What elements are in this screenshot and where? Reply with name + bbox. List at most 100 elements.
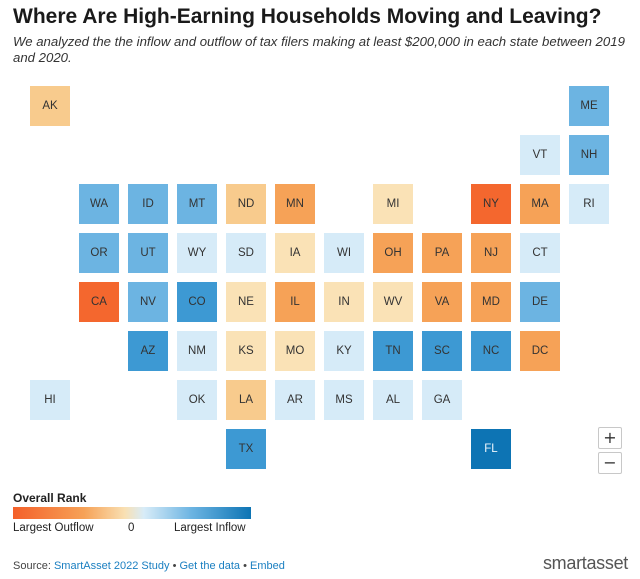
state-tile-ga[interactable]: GA xyxy=(422,380,462,420)
state-tile-la[interactable]: LA xyxy=(226,380,266,420)
state-label: PA xyxy=(434,247,450,259)
state-label: MA xyxy=(531,198,549,210)
state-label: DC xyxy=(531,345,549,357)
state-label: CA xyxy=(91,296,107,308)
state-label: MS xyxy=(335,394,353,406)
legend-color-scale xyxy=(13,507,251,519)
state-label: FL xyxy=(484,443,498,455)
state-label: VT xyxy=(532,149,548,161)
state-label: NM xyxy=(188,345,206,357)
state-tile-fl[interactable]: FL xyxy=(471,429,511,469)
footer: Source: SmartAsset 2022 Study • Get the … xyxy=(13,560,285,572)
state-tile-nm[interactable]: NM xyxy=(177,331,217,371)
embed-link[interactable]: Embed xyxy=(250,560,285,572)
state-tile-il[interactable]: IL xyxy=(275,282,315,322)
state-tile-nh[interactable]: NH xyxy=(569,135,609,175)
state-tile-md[interactable]: MD xyxy=(471,282,511,322)
page-subtitle: We analyzed the the inflow and outflow o… xyxy=(13,34,625,65)
state-tile-ct[interactable]: CT xyxy=(520,233,560,273)
state-label: KY xyxy=(336,345,352,357)
state-tile-ut[interactable]: UT xyxy=(128,233,168,273)
state-tile-or[interactable]: OR xyxy=(79,233,119,273)
state-tile-va[interactable]: VA xyxy=(422,282,462,322)
state-label: SC xyxy=(434,345,450,357)
state-label: TN xyxy=(385,345,401,357)
state-tile-nc[interactable]: NC xyxy=(471,331,511,371)
state-tile-mn[interactable]: MN xyxy=(275,184,315,224)
state-tile-dc[interactable]: DC xyxy=(520,331,560,371)
state-tile-in[interactable]: IN xyxy=(324,282,364,322)
get-the-data-link[interactable]: Get the data xyxy=(179,560,241,572)
state-tile-nj[interactable]: NJ xyxy=(471,233,511,273)
state-label: DE xyxy=(532,296,548,308)
state-tile-pa[interactable]: PA xyxy=(422,233,462,273)
state-tile-me[interactable]: ME xyxy=(569,86,609,126)
state-tile-wy[interactable]: WY xyxy=(177,233,217,273)
state-tile-de[interactable]: DE xyxy=(520,282,560,322)
state-tile-ca[interactable]: CA xyxy=(79,282,119,322)
legend-title: Overall Rank xyxy=(13,491,87,505)
state-tile-oh[interactable]: OH xyxy=(373,233,413,273)
state-label: AL xyxy=(385,394,401,406)
state-tile-sc[interactable]: SC xyxy=(422,331,462,371)
state-label: IN xyxy=(338,296,350,308)
state-label: OK xyxy=(188,394,206,406)
state-tile-ky[interactable]: KY xyxy=(324,331,364,371)
state-label: MI xyxy=(386,198,400,210)
state-tile-ma[interactable]: MA xyxy=(520,184,560,224)
state-tile-ri[interactable]: RI xyxy=(569,184,609,224)
state-label: HI xyxy=(44,394,56,406)
zoom-in-button[interactable]: + xyxy=(598,427,622,449)
state-tile-ms[interactable]: MS xyxy=(324,380,364,420)
state-tile-ar[interactable]: AR xyxy=(275,380,315,420)
state-label: LA xyxy=(238,394,254,406)
footer-separator: • xyxy=(240,560,251,572)
state-tile-ks[interactable]: KS xyxy=(226,331,266,371)
state-label: MT xyxy=(188,198,206,210)
state-tile-mi[interactable]: MI xyxy=(373,184,413,224)
legend-left-label: Largest Outflow xyxy=(13,522,94,534)
state-tile-ia[interactable]: IA xyxy=(275,233,315,273)
state-tile-wi[interactable]: WI xyxy=(324,233,364,273)
state-tile-ak[interactable]: AK xyxy=(30,86,70,126)
state-tile-ok[interactable]: OK xyxy=(177,380,217,420)
state-label: NC xyxy=(482,345,500,357)
state-tile-mt[interactable]: MT xyxy=(177,184,217,224)
state-tile-wv[interactable]: WV xyxy=(373,282,413,322)
state-tile-tn[interactable]: TN xyxy=(373,331,413,371)
state-label: AZ xyxy=(140,345,156,357)
state-label: NE xyxy=(238,296,254,308)
state-label: OH xyxy=(384,247,402,259)
state-label: MD xyxy=(482,296,500,308)
state-label: NJ xyxy=(483,247,499,259)
state-tile-nv[interactable]: NV xyxy=(128,282,168,322)
state-tile-co[interactable]: CO xyxy=(177,282,217,322)
state-tile-sd[interactable]: SD xyxy=(226,233,266,273)
state-label: WV xyxy=(383,296,403,308)
state-label: MN xyxy=(286,198,304,210)
state-label: WA xyxy=(89,198,109,210)
state-tile-ny[interactable]: NY xyxy=(471,184,511,224)
state-tile-map: AK ME VT NH WA ID MT ND MN MI NY MA RI OR UT WY SD IA WI OH… xyxy=(30,86,609,469)
state-tile-az[interactable]: AZ xyxy=(128,331,168,371)
state-label: GA xyxy=(433,394,451,406)
state-label: MO xyxy=(285,345,305,357)
state-tile-nd[interactable]: ND xyxy=(226,184,266,224)
zoom-out-button[interactable]: − xyxy=(598,452,622,474)
state-label: CO xyxy=(188,296,206,308)
state-tile-vt[interactable]: VT xyxy=(520,135,560,175)
state-label: UT xyxy=(140,247,156,259)
state-label: ME xyxy=(580,100,598,112)
state-label: NH xyxy=(580,149,598,161)
state-label: WI xyxy=(336,247,352,259)
state-tile-wa[interactable]: WA xyxy=(79,184,119,224)
state-tile-hi[interactable]: HI xyxy=(30,380,70,420)
state-tile-tx[interactable]: TX xyxy=(226,429,266,469)
state-tile-al[interactable]: AL xyxy=(373,380,413,420)
state-tile-mo[interactable]: MO xyxy=(275,331,315,371)
state-tile-id[interactable]: ID xyxy=(128,184,168,224)
state-label: NV xyxy=(140,296,156,308)
state-tile-ne[interactable]: NE xyxy=(226,282,266,322)
state-label: OR xyxy=(90,247,108,259)
source-link[interactable]: SmartAsset 2022 Study xyxy=(53,560,170,572)
